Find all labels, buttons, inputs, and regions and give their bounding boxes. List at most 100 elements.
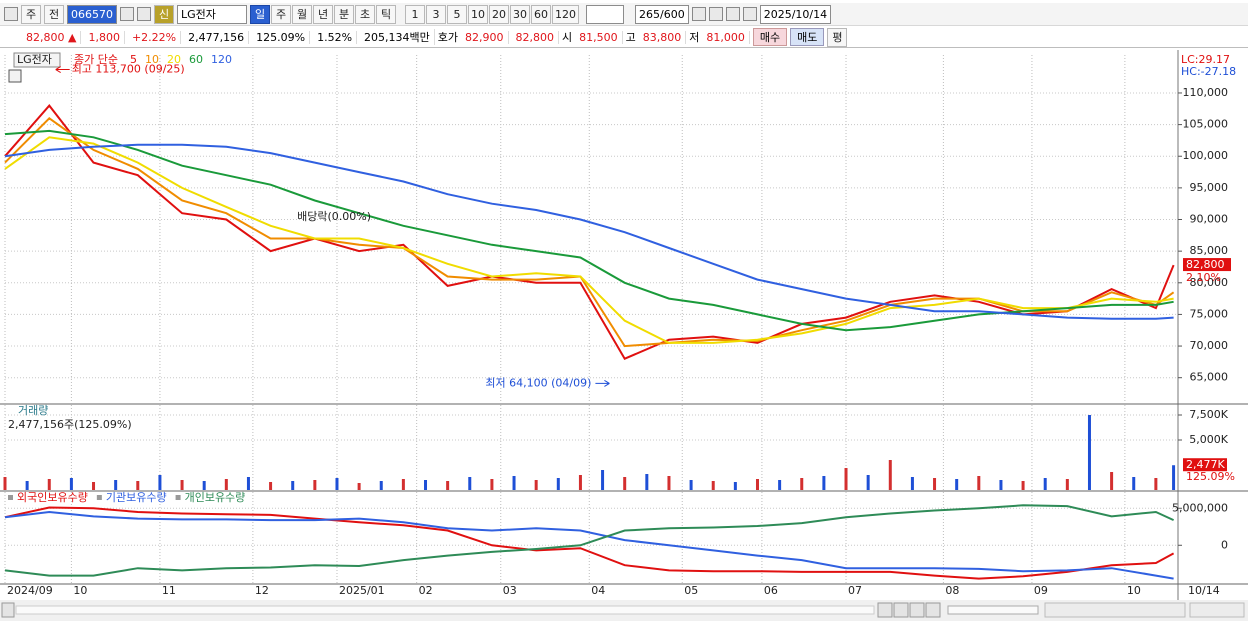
- legend-stock: LG전자: [17, 53, 52, 66]
- search-icon[interactable]: [120, 7, 134, 21]
- volume-bar: [468, 477, 472, 490]
- rewind-button[interactable]: [893, 602, 909, 618]
- volume-ratio: 125.09%: [252, 30, 311, 44]
- period-button[interactable]: 틱: [376, 4, 396, 24]
- volume: 2,477,156: [184, 30, 250, 44]
- volume-bar: [47, 479, 51, 490]
- amount: 205,134백만: [360, 29, 435, 45]
- x-tick-label: 2025/01: [339, 584, 385, 597]
- volume-bar: [1065, 479, 1069, 490]
- sell-button[interactable]: 매도: [790, 28, 825, 46]
- last-change-label: 2.10%: [1186, 271, 1221, 284]
- x-tick-label: 05: [684, 584, 698, 597]
- volume-bar: [999, 480, 1003, 490]
- volume-bar: [578, 475, 582, 490]
- code-input[interactable]: 066570: [67, 4, 117, 24]
- tool-icons[interactable]: [1044, 602, 1186, 618]
- x-tick-label: 04: [591, 584, 605, 597]
- volume-bar: [202, 481, 206, 490]
- volume-bar: [114, 480, 118, 490]
- period-button[interactable]: 년: [313, 4, 333, 24]
- volume-summary: 2,477,156주(125.09%): [8, 418, 132, 431]
- annotation: 최저 64,100 (04/09): [485, 376, 591, 389]
- period-button[interactable]: 초: [355, 4, 375, 24]
- series-line: [4, 504, 1175, 577]
- volume-bar: [556, 478, 560, 490]
- interval-button[interactable]: 10: [468, 4, 488, 24]
- y-tick-label: 100,000: [1183, 149, 1229, 162]
- interval-button[interactable]: 60: [531, 4, 551, 24]
- legend-entry: 개인보유수량: [185, 491, 246, 504]
- period-button[interactable]: 분: [334, 4, 354, 24]
- count-input[interactable]: 265/600: [635, 4, 689, 24]
- tool-icon[interactable]: [691, 7, 706, 21]
- interval-button[interactable]: 5: [447, 4, 467, 24]
- x-tick-label: 06: [764, 584, 778, 597]
- price: 82,800 ▲: [22, 30, 82, 44]
- volume-bar: [822, 476, 826, 490]
- zoom-icons[interactable]: [1189, 602, 1245, 618]
- volume-bar: [490, 479, 494, 490]
- legend-entry: 60: [189, 53, 203, 66]
- annotation-arrow: [55, 66, 70, 73]
- interval-button[interactable]: 20: [489, 4, 509, 24]
- volume-bar: [92, 482, 96, 490]
- interval-buttons: 1 3 5 10 20 30 60 120: [405, 4, 579, 24]
- period-button[interactable]: 주: [271, 4, 291, 24]
- volume-bar: [1087, 415, 1091, 490]
- series-line: [4, 506, 1175, 580]
- period-button[interactable]: 월: [292, 4, 312, 24]
- annotation-arrow: [595, 379, 610, 387]
- market-select[interactable]: 주: [21, 4, 41, 24]
- volume-bar: [335, 478, 339, 490]
- last-volume-box: [1183, 458, 1227, 472]
- avg-button[interactable]: 평: [827, 27, 848, 47]
- last-price-box: [1183, 258, 1231, 272]
- settings-icon[interactable]: [742, 7, 757, 21]
- date-input[interactable]: 2025/10/14: [759, 4, 832, 24]
- volume-bar: [910, 477, 914, 490]
- save-icon[interactable]: [725, 7, 740, 21]
- y-tick-label: 90,000: [1190, 213, 1229, 226]
- interval-button[interactable]: 30: [510, 4, 530, 24]
- series-line: [4, 143, 1174, 320]
- menu-icon[interactable]: [4, 7, 18, 21]
- lc-label: LC:29.17: [1181, 53, 1230, 66]
- y-tick-label: 65,000: [1190, 371, 1229, 384]
- interval-button[interactable]: 1: [405, 4, 425, 24]
- scroll-track[interactable]: [15, 605, 875, 615]
- play-button[interactable]: [877, 602, 893, 618]
- name-input[interactable]: LG전자: [177, 4, 247, 24]
- x-tick-label: 07: [848, 584, 862, 597]
- last-volume-ratio: 125.09%: [1186, 470, 1235, 483]
- sound-icon[interactable]: [137, 7, 151, 21]
- kind-select[interactable]: 전: [44, 4, 64, 24]
- x-tick-label: 08: [945, 584, 959, 597]
- annotation: 최고 113,700 (09/25): [72, 63, 185, 76]
- period-button[interactable]: 일: [250, 4, 270, 24]
- volume-bar: [888, 460, 892, 490]
- volume-bar: [313, 480, 317, 490]
- volume-bar: [69, 478, 73, 490]
- series-line: [4, 104, 1175, 360]
- forward-button[interactable]: [925, 602, 941, 618]
- panel-title: 거래량: [18, 404, 48, 417]
- credit-badge[interactable]: 신: [154, 4, 174, 24]
- tool-icon[interactable]: [708, 7, 723, 21]
- volume-bar: [1172, 465, 1176, 490]
- stop-button[interactable]: [909, 602, 925, 618]
- buy-button[interactable]: 매수: [752, 28, 788, 46]
- y-tick-label: 5,000K: [1189, 433, 1228, 446]
- zoom-slider[interactable]: [947, 605, 1039, 615]
- interval-button[interactable]: 3: [426, 4, 446, 24]
- legend-entry: 외국인보유수량: [17, 491, 88, 504]
- interval-button[interactable]: 120: [552, 4, 579, 24]
- x-end-label: 10/14: [1188, 584, 1220, 597]
- scroll-left[interactable]: [1, 602, 15, 618]
- high-label: 고: [625, 31, 636, 44]
- volume-bar: [844, 468, 848, 490]
- interval-input[interactable]: [586, 4, 624, 24]
- up-arrow: ▲: [68, 30, 77, 44]
